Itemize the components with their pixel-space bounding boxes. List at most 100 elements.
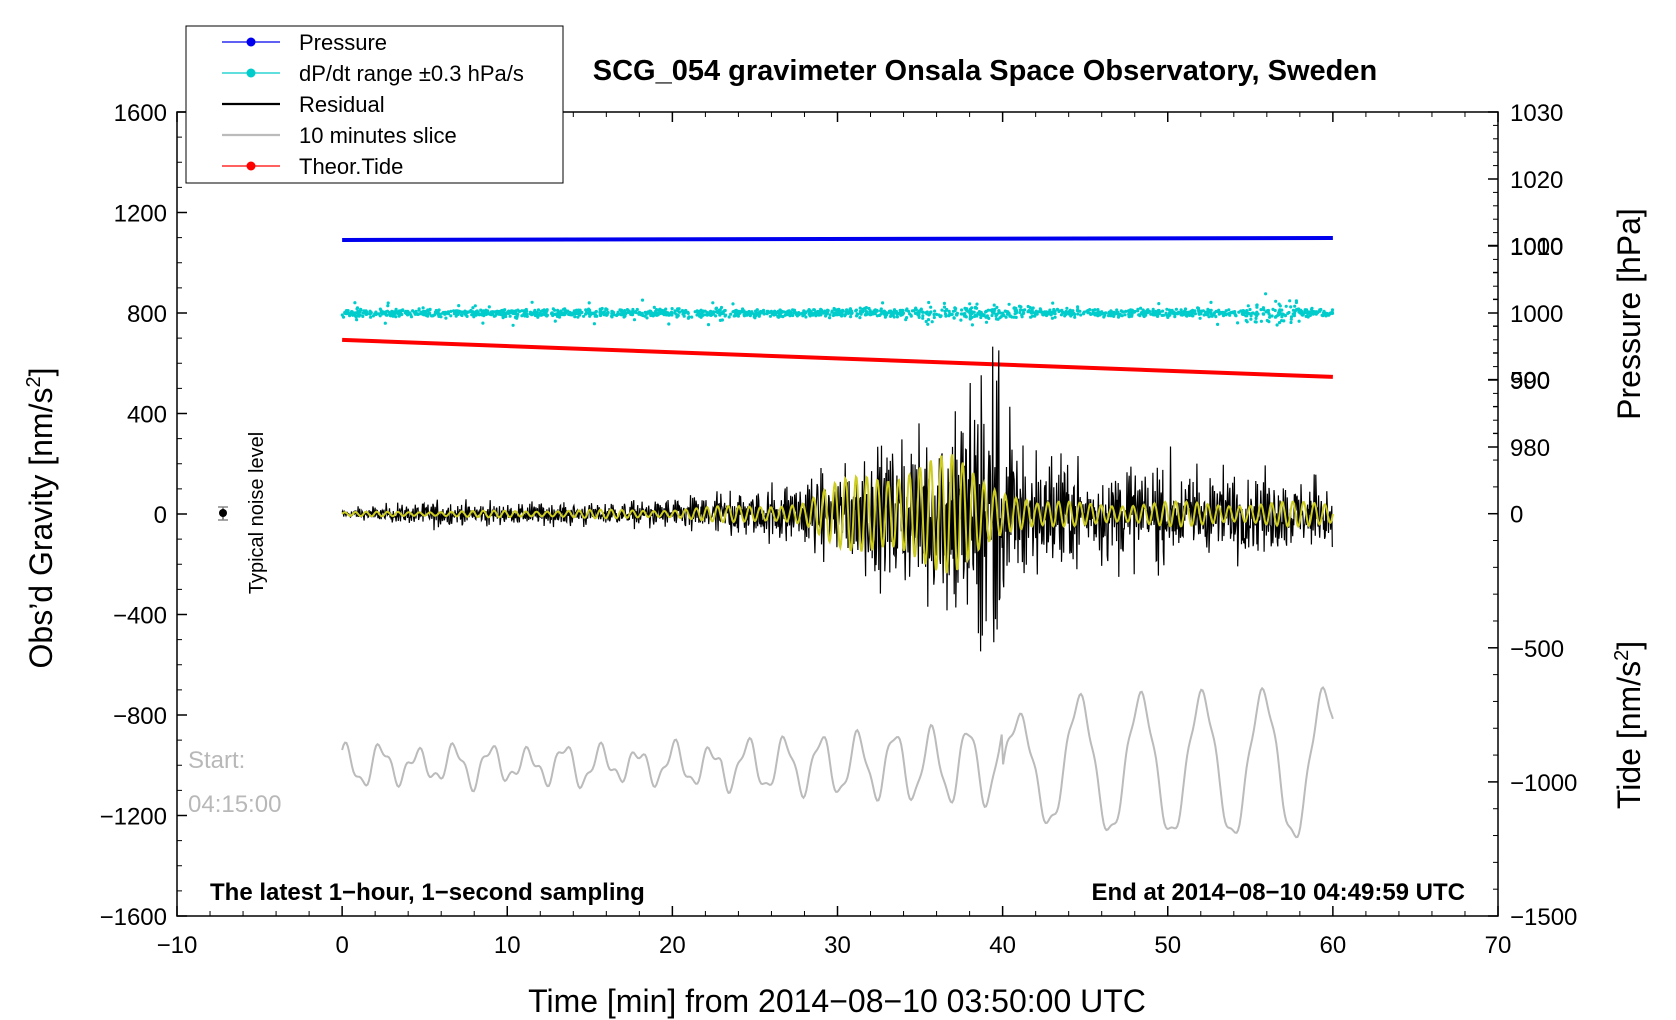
dpdt-point [993, 307, 997, 311]
tide-tick-label: −1000 [1510, 770, 1577, 797]
dpdt-point [598, 311, 603, 315]
x-tick-label: 20 [659, 932, 686, 959]
dpdt-point [738, 311, 742, 315]
y-left-label-text: Obs’d Gravity [nm/s [23, 388, 59, 669]
dpdt-point [651, 313, 656, 317]
dpdt-point [369, 311, 373, 315]
dpdt-point [999, 315, 1003, 319]
dpdt-point [605, 308, 609, 312]
dpdt-point [577, 310, 581, 314]
dpdt-point [1107, 314, 1111, 318]
dpdt-point [760, 311, 764, 315]
dpdt-point [591, 312, 595, 316]
dpdt-point [1320, 313, 1324, 317]
dpdt-point [1314, 312, 1318, 316]
y-tick-label: −1600 [100, 904, 167, 931]
dpdt-point [478, 312, 482, 316]
dpdt-point [516, 308, 520, 312]
dpdt-point [859, 312, 863, 316]
dpdt-point [1301, 312, 1305, 316]
dpdt-point [545, 313, 550, 317]
dpdt-point [1310, 309, 1314, 314]
dpdt-point [1259, 319, 1263, 323]
dpdt-point [1051, 309, 1056, 314]
dpdt-point [932, 315, 936, 320]
x-tick-label: 40 [989, 932, 1016, 959]
dpdt-point [1050, 316, 1054, 320]
dpdt-point [1278, 304, 1282, 308]
start-label: Start: [188, 747, 245, 774]
dpdt-point [1026, 310, 1030, 314]
dpdt-point [1204, 312, 1209, 317]
dpdt-point [434, 311, 438, 315]
legend-label: 10 minutes slice [299, 123, 457, 148]
dpdt-point [587, 311, 591, 315]
dpdt-point [910, 309, 915, 313]
y-tide-label-sup: 2 [1611, 650, 1633, 661]
dpdt-point [1239, 309, 1243, 313]
dpdt-point [394, 315, 398, 319]
dpdt-point [916, 313, 920, 317]
dpdt-point [711, 301, 715, 305]
legend-label: Residual [299, 92, 385, 117]
dpdt-point [1307, 310, 1311, 314]
noise-label: Typical noise level [246, 432, 268, 594]
dpdt-point [1210, 314, 1214, 318]
dpdt-point [732, 314, 736, 318]
dpdt-point [1245, 309, 1249, 313]
dpdt-point [984, 310, 988, 314]
dpdt-point [1128, 313, 1133, 317]
dpdt-point [556, 308, 560, 312]
dpdt-point [699, 315, 703, 319]
dpdt-point [473, 304, 477, 308]
x-tick-label: 0 [335, 932, 348, 959]
dpdt-point [1289, 315, 1294, 319]
dpdt-point [660, 308, 664, 312]
dpdt-point [1100, 310, 1104, 314]
dpdt-point [878, 313, 882, 317]
dpdt-point [473, 312, 477, 316]
dpdt-point [880, 311, 884, 315]
dpdt-point [932, 312, 936, 317]
dpdt-point [1112, 310, 1116, 314]
dpdt-point [523, 314, 527, 318]
dpdt-point [594, 309, 598, 314]
dpdt-point [490, 310, 494, 314]
dpdt-point [361, 311, 365, 315]
dpdt-point [1043, 312, 1047, 316]
dpdt-point [390, 309, 394, 313]
dpdt-point [908, 312, 912, 316]
x-tick-label: 10 [494, 932, 521, 959]
dpdt-point [385, 313, 389, 317]
dpdt-point [444, 316, 448, 320]
legend: Pressure dP/dt range ±0.3 hPa/s Residual 10… [185, 25, 564, 184]
dpdt-point [754, 314, 758, 318]
dpdt-point [1294, 300, 1298, 305]
dpdt-point [470, 313, 474, 317]
dpdt-point [969, 312, 973, 316]
dpdt-point [986, 308, 990, 312]
dpdt-point [973, 305, 978, 309]
dpdt-point [1304, 314, 1308, 318]
y-axis-label-tide: Tide [nm/s2] [1611, 641, 1647, 809]
dpdt-point [924, 311, 928, 315]
theor-tide-series [342, 337, 1333, 379]
dpdt-point [628, 310, 632, 315]
dpdt-point [535, 310, 539, 314]
dpdt-point [881, 301, 885, 305]
dpdt-point [714, 307, 718, 311]
dpdt-point [828, 313, 832, 317]
pressure-tick-label: 980 [1510, 435, 1550, 462]
dpdt-point [721, 311, 725, 316]
dpdt-point [382, 311, 386, 315]
dpdt-point [369, 315, 373, 319]
y-axis-label-left: Obs’d Gravity [nm/s2] [23, 368, 59, 669]
dpdt-point [706, 311, 711, 315]
dpdt-point [710, 312, 714, 317]
dpdt-point [1245, 314, 1249, 318]
dpdt-point [714, 314, 718, 318]
dpdt-point [777, 315, 781, 319]
dpdt-point [443, 312, 447, 316]
dpdt-point [1104, 311, 1108, 315]
dpdt-point [640, 298, 645, 302]
